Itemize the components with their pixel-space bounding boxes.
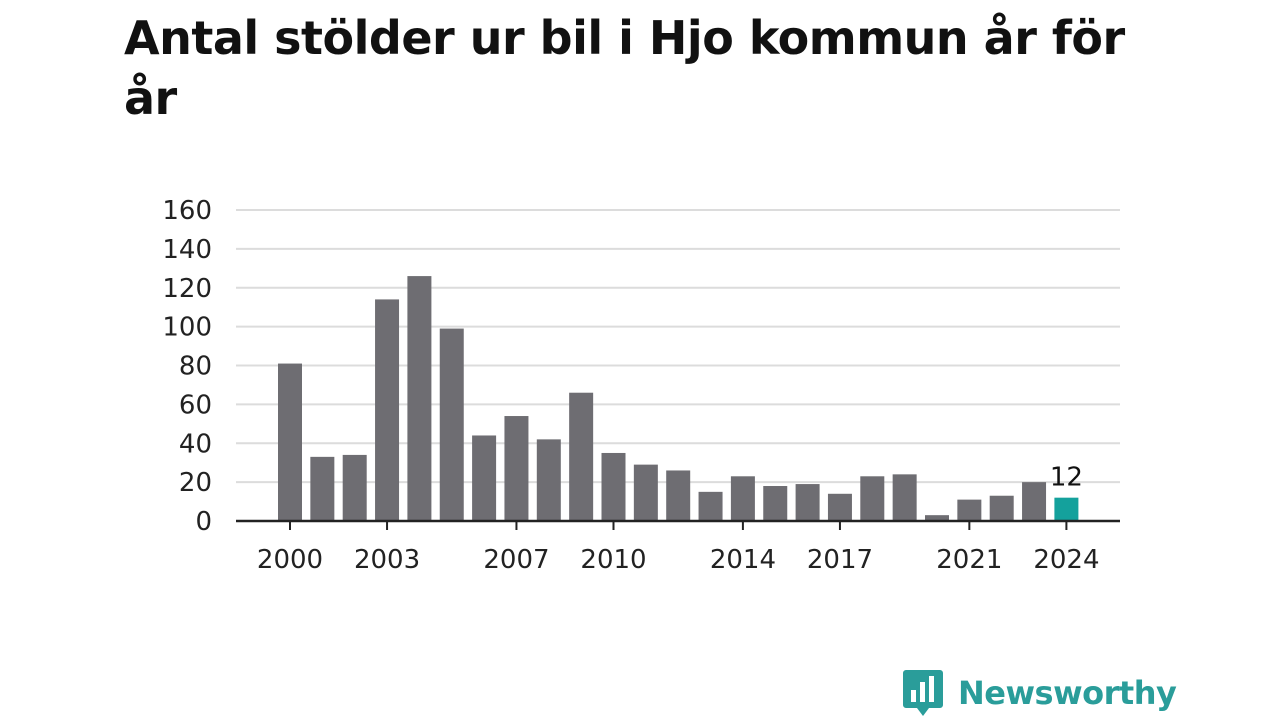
bar-2000 [278,363,302,521]
bar-2007 [504,416,529,521]
bar-2002 [342,454,367,521]
grid-lines [236,209,1120,484]
bar-2023 [1022,482,1047,521]
x-tick-label: 2010 [580,545,646,575]
y-tick-label: 140 [162,235,212,265]
bar-2020 [925,515,949,521]
brand-name: Newsworthy [958,674,1177,712]
y-tick-label: 20 [179,468,212,498]
bar-2015 [763,486,788,521]
x-tick-label: 2014 [710,545,776,575]
y-axis-ticks: 0 20 40 60 80 100 120 140 160 [162,196,212,537]
bar-2021 [957,499,982,521]
bar-2005 [439,328,464,521]
bar-2011 [633,464,658,521]
x-tick-label: 2007 [483,545,549,575]
bar-2006 [472,435,497,521]
y-tick-label: 160 [162,196,212,226]
bars [278,276,1079,521]
bar-2009 [569,392,594,521]
data-labels: 12 [1050,463,1083,493]
bar-2014 [730,476,755,521]
x-tick-label: 2000 [257,545,323,575]
y-tick-label: 0 [195,507,212,537]
x-tick-label: 2003 [354,545,420,575]
y-tick-label: 100 [162,313,212,343]
x-tick-label: 2017 [807,545,873,575]
bar-2008 [536,439,561,521]
bar-2004 [407,276,432,521]
x-tick-label: 2021 [936,545,1002,575]
bar-2003 [375,299,400,521]
bar-2024 [1054,497,1079,521]
bar-2018 [860,476,885,521]
bar-2022 [989,495,1014,521]
bar-2016 [795,484,820,521]
bar-2013 [698,491,723,521]
y-tick-label: 40 [179,429,212,459]
chart-title: Antal stölder ur bil i Hjo kommun år för… [124,11,1125,125]
bar-2012 [666,470,691,521]
bar-2019 [892,474,917,521]
bar-chart-speech-bubble-icon [903,670,943,716]
y-tick-label: 80 [179,352,212,382]
y-tick-label: 60 [179,390,212,420]
bar-2017 [827,493,852,521]
bar-2001 [310,456,335,521]
x-tick-label: 2024 [1033,545,1099,575]
brand-logo: Newsworthy [902,668,1177,718]
x-axis: 2000 2003 2007 2010 2014 2017 2021 2024 [236,519,1120,575]
y-tick-label: 120 [162,274,212,304]
bar-2010 [601,452,626,521]
data-label-2024: 12 [1050,463,1083,493]
